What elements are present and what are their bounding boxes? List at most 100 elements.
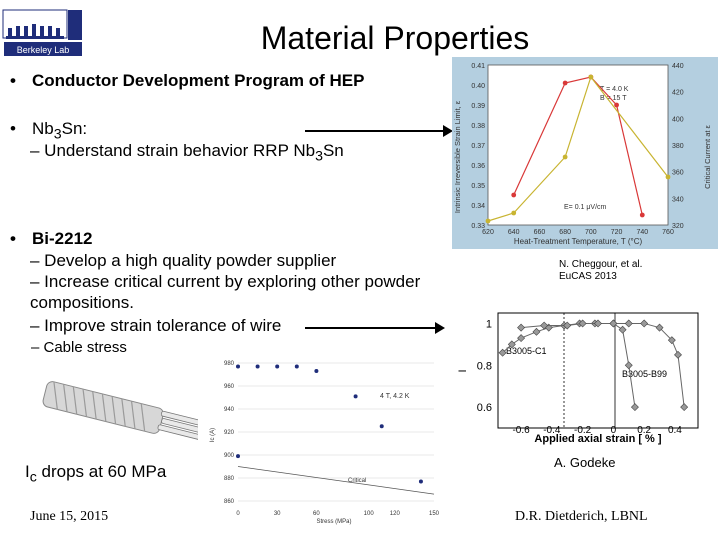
critical-line	[237, 466, 435, 495]
series-point-c1	[630, 403, 639, 412]
series-point-b99	[640, 319, 649, 328]
y-tick-label: 0.41	[471, 63, 485, 70]
x-tick-label: 720	[611, 229, 623, 236]
y-tick-label: 0.38	[471, 123, 485, 130]
berkeley-lab-logo: Berkeley Lab	[2, 2, 84, 58]
series-point-b99	[578, 319, 587, 328]
bullet-nb3sn-item: – Understand strain behavior RRP Nb3Sn	[30, 141, 344, 165]
y-tick-label: 0.35	[471, 183, 485, 190]
data-point	[236, 454, 240, 459]
series-point-b99	[680, 403, 689, 412]
strain-limit-chart: Intrinsic Irreversible Strain Limit, ε C…	[452, 57, 718, 249]
yellow-series-point	[562, 154, 568, 160]
y2-tick-label: 420	[672, 90, 684, 97]
y2-tick-label: 340	[672, 196, 684, 203]
y-tick-label: 980	[224, 361, 235, 367]
series-point-c1	[532, 327, 541, 336]
legend-field: B = 15 T	[600, 95, 627, 102]
y-tick-label: 920	[224, 430, 235, 436]
ic-drop-note: Ic drops at 60 MPa	[25, 462, 167, 486]
y2-tick-label: 380	[672, 143, 684, 150]
series-point-c1	[517, 334, 526, 343]
y2-tick-label: 400	[672, 116, 684, 123]
y-tick-label: 0.39	[471, 103, 485, 110]
ic-vs-stress-chart: Ic (A) Stress (MPa) 4 T, 4.2 K Critical …	[198, 355, 446, 540]
y-tick-label: 860	[224, 499, 235, 505]
x-axis-label: Stress (MPa)	[316, 519, 351, 525]
legend-temperature: T = 4.0 K	[600, 86, 629, 93]
y-tick-label: 0.36	[471, 163, 485, 170]
x-tick-label: 760	[662, 229, 674, 236]
bullet-bi2212: • Bi-2212	[10, 229, 93, 248]
y-axis-label: Intrinsic Irreversible Strain Limit, ε	[453, 100, 462, 213]
y-axis-label: Ic (A)	[210, 428, 216, 442]
x-tick-label: -0.4	[543, 425, 561, 436]
red-series-point	[562, 80, 568, 86]
y-tick-label: 880	[224, 476, 235, 482]
series-point-c1	[624, 361, 633, 370]
data-point	[275, 364, 280, 369]
citation-cheggour: N. Cheggour, et al. EuCAS 2013	[559, 259, 643, 282]
series-point-b99	[563, 321, 572, 330]
x-tick-label: 30	[274, 511, 281, 517]
data-point	[353, 394, 358, 399]
data-point	[236, 364, 240, 369]
yellow-series-point	[511, 210, 517, 216]
data-point	[314, 369, 319, 374]
red-series-point	[511, 192, 517, 198]
x-tick-label: 0	[236, 511, 240, 517]
series-point-b99	[624, 319, 633, 328]
legend-criterion: E= 0.1 μV/cm	[564, 204, 607, 211]
y2-tick-label: 440	[672, 63, 684, 70]
y-tick-label: 0.34	[471, 203, 485, 210]
y-tick-label: 940	[224, 407, 235, 413]
series-point-b99	[674, 350, 682, 359]
y-axis-label: I	[457, 369, 469, 372]
x-tick-label: 100	[364, 511, 375, 517]
footer-date: June 15, 2015	[30, 509, 109, 524]
x-tick-label: 0.2	[637, 425, 651, 436]
y2-tick-label: 320	[672, 223, 684, 230]
y-tick-label: 0.6	[477, 402, 492, 414]
series-point-c1	[618, 325, 627, 334]
x-tick-label: 150	[429, 511, 440, 517]
x-tick-label: 640	[508, 229, 520, 236]
normalized-ic-strain-chart: I Applied axial strain [ % ] B3005-C1 B3…	[452, 305, 702, 455]
series-point-b99	[594, 319, 602, 328]
x-tick-label: 60	[313, 511, 320, 517]
y-tick-label: 0.33	[471, 223, 485, 230]
yellow-series-point	[485, 218, 491, 224]
footer-author: D.R. Dietderich, LBNL	[515, 509, 648, 524]
y-tick-label: 900	[224, 453, 235, 459]
x-tick-label: 120	[390, 511, 401, 517]
yellow-series-point	[665, 174, 671, 180]
data-point	[294, 364, 299, 369]
citation-godeke: A. Godeke	[554, 455, 616, 470]
bullet-conductor-program: • Conductor Development Program of HEP	[10, 71, 365, 90]
data-point	[255, 364, 260, 369]
bi2212-item-strain-tolerance: – Improve strain tolerance of wire	[30, 316, 282, 335]
arrow-to-bi2212-figure	[305, 322, 445, 334]
y-tick-label: 0.40	[471, 83, 485, 90]
x-tick-label: 660	[534, 229, 546, 236]
page-title: Material Properties	[260, 20, 530, 56]
series-label-c1: B3005-C1	[506, 346, 547, 356]
data-point	[418, 479, 423, 484]
x-axis-label: Applied axial strain [ % ]	[534, 433, 661, 445]
y-tick-label: 0.37	[471, 143, 485, 150]
x-tick-label: 740	[636, 229, 648, 236]
series-point-b99	[655, 323, 664, 332]
arrow-to-nb3sn-figure	[305, 125, 453, 137]
critical-line-label: Critical	[348, 478, 366, 484]
series-point-c1	[507, 340, 516, 349]
y-tick-label: 0.8	[477, 360, 492, 372]
x-tick-label: 620	[482, 229, 494, 236]
y-tick-label: 960	[224, 384, 235, 390]
bi2212-item-critical-current: – Increase critical current by exploring…	[30, 272, 421, 291]
bi2212-item-powder: – Develop a high quality powder supplier	[30, 251, 337, 270]
series-point-c1	[498, 348, 507, 357]
x-tick-label: 0.4	[668, 425, 682, 436]
logo-text: Berkeley Lab	[17, 45, 70, 55]
condition-annotation: 4 T, 4.2 K	[380, 393, 410, 400]
bi2212-item-compositions: compositions.	[30, 293, 134, 312]
